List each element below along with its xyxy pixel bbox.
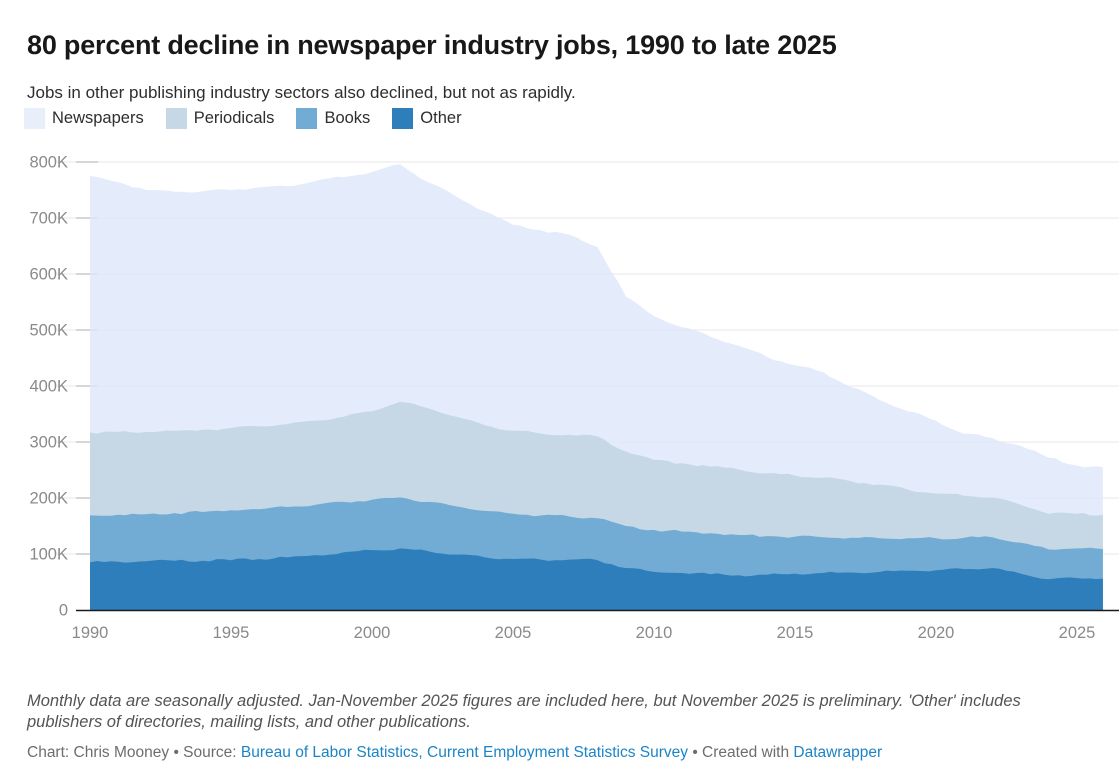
chart-note: Monthly data are seasonally adjusted. Ja… [27, 691, 1021, 732]
legend-item-newspapers: Newspapers [24, 108, 144, 129]
legend-label: Periodicals [193, 109, 275, 127]
x-axis-label: 2005 [495, 624, 532, 642]
source-link[interactable]: Bureau of Labor Statistics, Current Empl… [240, 743, 689, 761]
x-axis-label: 2000 [354, 624, 391, 642]
page-title: 80 percent decline in newspaper industry… [27, 30, 837, 61]
y-axis-label: 500K [29, 322, 68, 340]
x-axis-label: 1995 [213, 624, 250, 642]
x-axis-label: 2025 [1059, 624, 1096, 642]
datawrapper-link[interactable]: Datawrapper [793, 743, 883, 761]
stacked-area-chart: 0 100K 200K 300K 400K 500K 600K 700K 800K 1990 199… [0, 148, 1119, 660]
legend-swatch-icon [165, 108, 187, 129]
y-axis-label: 100K [29, 546, 68, 564]
legend: Newspapers Periodicals Books Other [24, 108, 462, 129]
credit-middle: • Created with [688, 743, 794, 761]
legend-label: Books [324, 109, 371, 127]
legend-swatch-icon [392, 108, 414, 129]
legend-item-books: Books [296, 108, 370, 129]
area-other [90, 548, 1103, 610]
y-axis-label: 800K [29, 154, 68, 172]
y-axis-label: 200K [29, 490, 68, 508]
chart-canvas: 0 100K 200K 300K 400K 500K 600K 700K 800K 1990 199… [29, 154, 1119, 642]
y-axis-label: 700K [29, 210, 68, 228]
x-axis-label: 2010 [636, 624, 673, 642]
chart-credit: Chart: Chris Mooney • Source: Bureau of … [27, 744, 1099, 762]
legend-item-periodicals: Periodicals [165, 108, 275, 129]
legend-swatch-icon [296, 108, 318, 129]
legend-item-other: Other [392, 108, 462, 129]
x-axis-label: 2020 [918, 624, 955, 642]
x-axis-label: 2015 [777, 624, 814, 642]
legend-swatch-icon [24, 108, 45, 129]
credit-prefix: Chart: Chris Mooney • Source: [27, 743, 241, 761]
y-axis-label: 600K [29, 266, 68, 284]
y-axis-label: 300K [29, 434, 68, 452]
x-axis-label: 1990 [72, 624, 109, 642]
legend-label: Newspapers [52, 109, 144, 127]
chart-subtitle: Jobs in other publishing industry sector… [27, 83, 576, 102]
y-axis-label: 400K [29, 378, 68, 396]
legend-label: Other [420, 109, 462, 127]
y-axis-label: 0 [59, 602, 68, 620]
